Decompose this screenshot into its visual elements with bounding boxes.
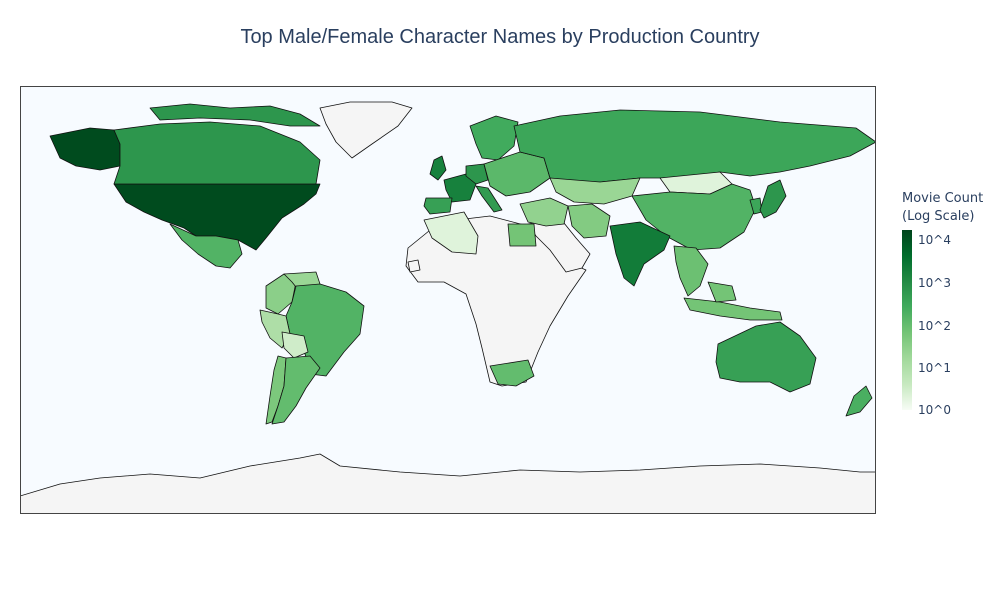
colorbar-tick-1e3: 10^3 [918,276,951,290]
region-argentina[interactable] [271,355,321,425]
region-greenland-no-data[interactable] [319,101,413,159]
colorbar-title-line2: (Log Scale) [902,209,975,224]
colorbar-tick-1e2: 10^2 [918,319,951,333]
map-svg[interactable] [20,86,876,514]
region-united-kingdom[interactable] [429,155,447,181]
colorbar-tick-1e1: 10^1 [918,361,951,375]
region-south-africa[interactable] [489,359,535,387]
chart-title: Top Male/Female Character Names by Produ… [240,26,760,48]
region-iran[interactable] [567,203,611,239]
region-kazakhstan[interactable] [549,177,641,205]
region-bolivia[interactable] [281,331,309,359]
region-indonesia[interactable] [707,281,737,303]
region-mexico[interactable] [169,223,243,269]
region-canada[interactable] [113,121,321,185]
colorbar-title-line1: Movie Count [902,191,984,206]
world-map[interactable] [20,86,876,514]
region-australia[interactable] [715,321,817,393]
region-antarctica-no-data[interactable] [20,453,876,514]
region-canada[interactable] [149,103,321,127]
region-west-africa-dot-no-data[interactable] [407,259,421,273]
region-indonesia[interactable] [683,297,783,321]
region-japan[interactable] [759,179,787,219]
region-spain[interactable] [423,197,453,215]
region-southeast-asia[interactable] [673,245,709,297]
region-new-zealand[interactable] [845,385,873,417]
colorbar-tick-1e4: 10^4 [918,233,951,247]
colorbar-gradient [902,230,912,410]
region-middle-east[interactable] [519,197,569,227]
colorbar-title: Movie Count (Log Scale) [902,190,1000,226]
region-egypt[interactable] [507,223,537,247]
region-italy[interactable] [475,185,503,213]
region-arabia-nodata-no-data[interactable] [527,217,591,273]
region-scandinavia[interactable] [469,115,519,161]
map-frame [20,86,876,514]
region-india[interactable] [609,221,671,287]
region-algeria[interactable] [423,211,479,255]
colorbar-tick-1e0: 10^0 [918,403,951,417]
region-germany[interactable] [465,163,489,185]
